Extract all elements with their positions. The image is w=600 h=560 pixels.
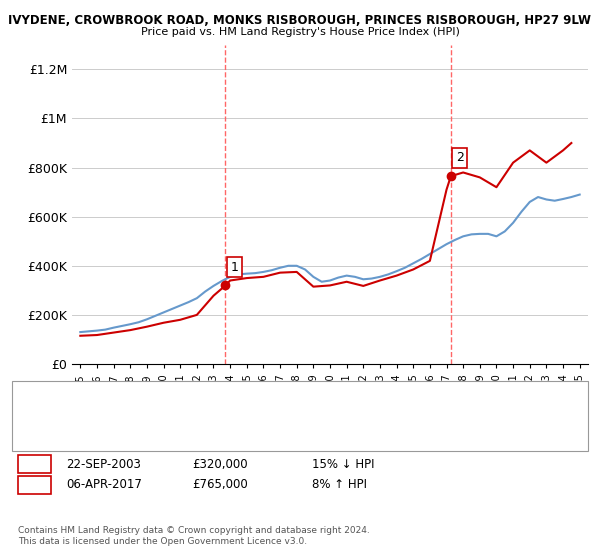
Text: IVYDENE, CROWBROOK ROAD, MONKS RISBOROUGH, PRINCES RISBOROUGH, HP27 9LW: IVYDENE, CROWBROOK ROAD, MONKS RISBOROUG… — [8, 14, 592, 27]
Text: 15% ↓ HPI: 15% ↓ HPI — [312, 458, 374, 471]
Text: ————: ———— — [30, 398, 64, 411]
Text: Price paid vs. HM Land Registry's House Price Index (HPI): Price paid vs. HM Land Registry's House … — [140, 27, 460, 37]
Text: HPI: Average price, detached house, Buckinghamshire: HPI: Average price, detached house, Buck… — [78, 399, 361, 409]
Text: 8% ↑ HPI: 8% ↑ HPI — [312, 478, 367, 492]
Text: IVYDENE, CROWBROOK ROAD, MONKS RISBOROUGH, PRINCES RISBOROUGH, HP27 9LW: IVYDENE, CROWBROOK ROAD, MONKS RISBOROUG… — [78, 384, 537, 394]
Text: 06-APR-2017: 06-APR-2017 — [66, 478, 142, 492]
Text: 2: 2 — [456, 151, 464, 165]
Text: 1: 1 — [30, 458, 38, 471]
Text: Contains HM Land Registry data © Crown copyright and database right 2024.
This d: Contains HM Land Registry data © Crown c… — [18, 526, 370, 546]
Text: 1: 1 — [230, 261, 238, 274]
Text: £320,000: £320,000 — [192, 458, 248, 471]
Text: ————: ———— — [30, 382, 64, 396]
Text: 2: 2 — [30, 478, 38, 492]
Text: £765,000: £765,000 — [192, 478, 248, 492]
Text: 22-SEP-2003: 22-SEP-2003 — [66, 458, 141, 471]
